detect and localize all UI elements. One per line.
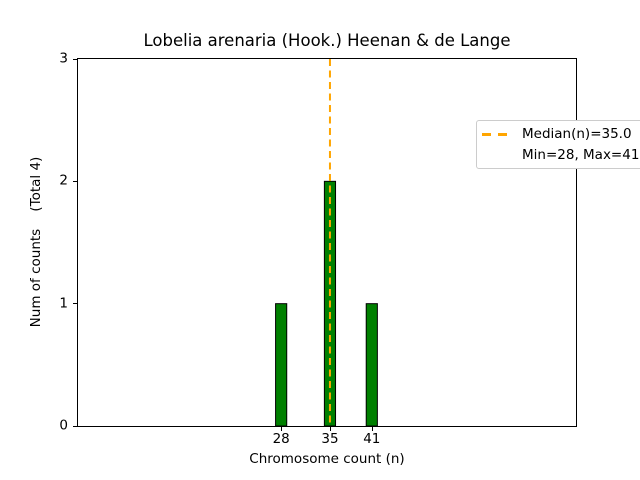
x-tick-mark-41 bbox=[371, 427, 373, 431]
x-axis-label: Chromosome count (n) bbox=[249, 451, 405, 467]
x-tick-label-35: 35 bbox=[321, 431, 339, 447]
legend-entry-minmax: Min=28, Max=41 bbox=[482, 145, 640, 166]
y-axis-label: Num of counts (Total 4) bbox=[28, 156, 44, 328]
bar-n28 bbox=[275, 303, 288, 426]
y-tick-label-1: 1 bbox=[59, 294, 68, 311]
plot-area: Median(n)=35.0 Min=28, Max=41 bbox=[77, 58, 640, 427]
x-tick-mark-35 bbox=[329, 427, 331, 431]
y-tick-label-3: 3 bbox=[59, 50, 68, 67]
median-dashed-line-swatch bbox=[482, 132, 507, 136]
y-tick-mark-3 bbox=[73, 58, 77, 60]
y-tick-mark-0 bbox=[73, 425, 77, 427]
legend-label-minmax: Min=28, Max=41 bbox=[522, 146, 640, 163]
bar-chart-canvas bbox=[275, 59, 378, 426]
legend-label-median: Median(n)=35.0 bbox=[522, 126, 632, 143]
y-tick-mark-1 bbox=[73, 303, 77, 305]
legend-swatch-blank bbox=[482, 153, 507, 156]
chart-title: Lobelia arenaria (Hook.) Heenan & de Lan… bbox=[143, 31, 511, 50]
legend: Median(n)=35.0 Min=28, Max=41 bbox=[476, 120, 640, 169]
legend-entry-median: Median(n)=35.0 bbox=[482, 124, 640, 145]
x-tick-label-41: 41 bbox=[363, 431, 381, 447]
bar-n41 bbox=[365, 303, 378, 426]
y-tick-label-2: 2 bbox=[59, 172, 68, 189]
x-tick-mark-28 bbox=[281, 427, 283, 431]
x-tick-label-28: 28 bbox=[272, 431, 290, 447]
y-tick-mark-2 bbox=[73, 180, 77, 182]
y-tick-label-0: 0 bbox=[59, 417, 68, 434]
